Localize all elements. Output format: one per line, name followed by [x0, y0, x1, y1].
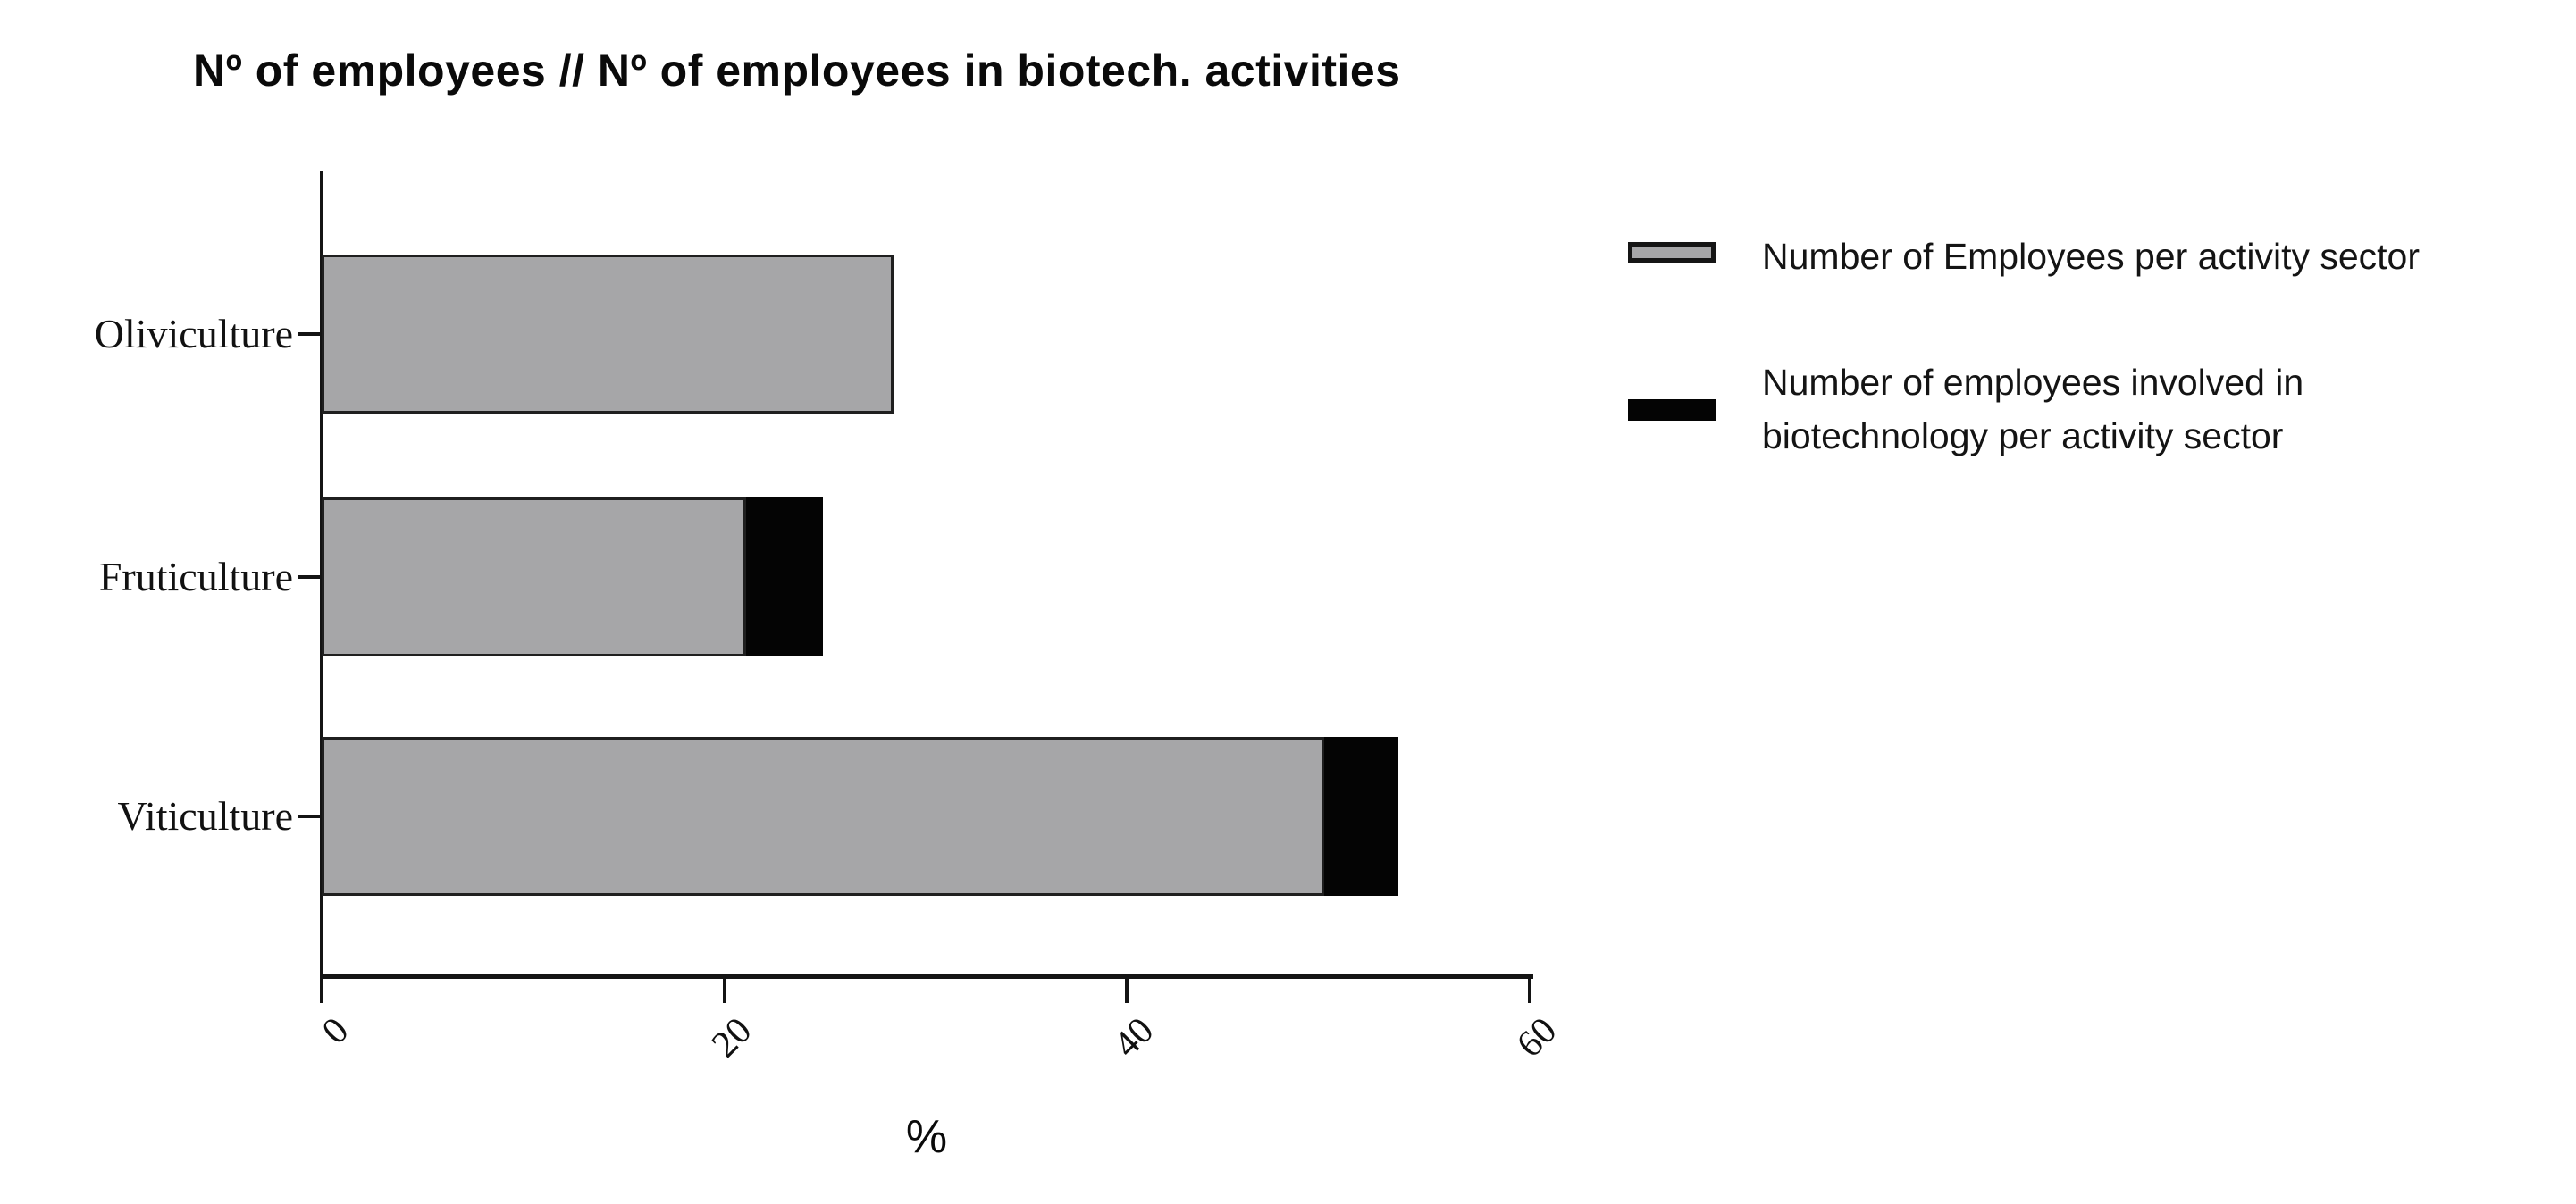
x-tick-label: 40 [1106, 1009, 1162, 1066]
x-tick-label: 0 [314, 1009, 357, 1053]
bar-biotech-fruticulture [746, 497, 823, 656]
category-label-viticulture: Viticulture [117, 793, 293, 839]
legend-label-biotech: Number of employees involved in biotechn… [1762, 362, 2304, 456]
x-axis-line [320, 974, 1533, 979]
y-axis-tick [298, 575, 322, 579]
bar-employees-oliviculture [322, 255, 894, 414]
x-axis-tick [1125, 976, 1129, 1003]
legend-swatch-employees-icon [1628, 242, 1716, 263]
category-label-fruticulture: Fruticulture [98, 554, 293, 599]
y-axis-tick [298, 815, 322, 818]
x-tick-label: 20 [703, 1009, 759, 1066]
x-axis-title: % [905, 1111, 948, 1163]
x-axis-tick [722, 976, 726, 1003]
chart-title: Nº of employees // Nº of employees in bi… [193, 46, 1401, 96]
bar-employees-viticulture [322, 737, 1324, 896]
bar-employees-fruticulture [322, 497, 746, 656]
x-axis-tick [1528, 976, 1531, 1003]
legend-label-employees: Number of Employees per activity sector [1762, 236, 2420, 277]
category-label-oliviculture: Oliviculture [94, 311, 293, 356]
bar-biotech-viticulture [1324, 737, 1398, 896]
legend-swatch-biotech-icon [1628, 399, 1716, 421]
y-axis-tick [298, 332, 322, 336]
x-axis-tick [320, 976, 323, 1003]
x-tick-label: 60 [1509, 1009, 1565, 1066]
